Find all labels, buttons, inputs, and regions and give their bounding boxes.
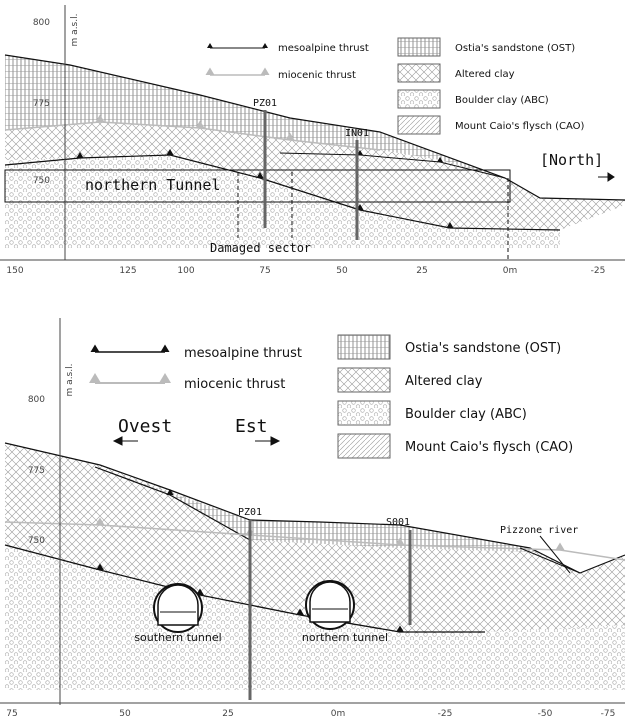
legend-swatch xyxy=(338,434,390,458)
river-label: Pizzone river xyxy=(500,525,578,536)
legend-swatch xyxy=(338,401,390,425)
x-label: 25 xyxy=(222,709,233,719)
x-label: 50 xyxy=(119,709,131,719)
tunnel-label: southern tunnel xyxy=(134,631,221,644)
y-label: 750 xyxy=(33,176,50,186)
legend-swatch xyxy=(398,116,440,134)
y-label: 750 xyxy=(28,536,45,546)
x-label: 125 xyxy=(119,266,136,276)
legend-text: miocenic thrust xyxy=(184,377,285,392)
x-label: -75 xyxy=(601,709,616,719)
damaged-label: Damaged sector xyxy=(210,241,311,255)
x-label: 100 xyxy=(177,266,194,276)
x-label: 50 xyxy=(336,266,348,276)
x-label: 0m xyxy=(331,709,346,719)
legend-text: Ostia's sandstone (OST) xyxy=(405,341,561,356)
x-label: 0m xyxy=(503,266,518,276)
x-label: 75 xyxy=(259,266,270,276)
tunnel-label: northern tunnel xyxy=(302,631,388,644)
legend-text: Altered clay xyxy=(405,374,483,389)
northern-tunnel xyxy=(306,581,354,629)
legend-text: Mount Caio's flysch (CAO) xyxy=(455,121,585,132)
x-label: -50 xyxy=(538,709,553,719)
legend-text: miocenic thrust xyxy=(278,70,356,81)
x-label: 75 xyxy=(6,709,17,719)
y-label: 800 xyxy=(33,18,50,28)
tunnel-label: northern Tunnel xyxy=(85,176,220,194)
y-label: 775 xyxy=(28,466,45,476)
cross-sections: 800 775 750 m a.s.l. 150 125 100 75 50 2… xyxy=(0,0,625,719)
top-panel: 800 775 750 m a.s.l. 150 125 100 75 50 2… xyxy=(0,5,625,276)
y-label: 775 xyxy=(33,99,50,109)
x-label: -25 xyxy=(591,266,606,276)
direction-label: Est xyxy=(235,416,268,437)
legend-text: Mount Caio's flysch (CAO) xyxy=(405,440,573,455)
x-label: 150 xyxy=(6,266,23,276)
legend-text: Boulder clay (ABC) xyxy=(405,407,527,422)
direction-label: [North] xyxy=(540,151,603,169)
legend-text: mesoalpine thrust xyxy=(278,43,369,54)
borehole-label: PZ01 xyxy=(253,98,277,109)
y-label: 800 xyxy=(28,395,45,405)
legend-swatch xyxy=(338,335,390,359)
legend-swatch xyxy=(398,90,440,108)
borehole-label: IN01 xyxy=(345,128,369,139)
x-label: -25 xyxy=(438,709,453,719)
legend-text: mesoalpine thrust xyxy=(184,346,302,361)
bottom-panel: 800 775 750 m a.s.l. 75 50 25 0m -25 -50… xyxy=(0,318,625,719)
direction-label: Ovest xyxy=(118,416,172,437)
legend-text: Boulder clay (ABC) xyxy=(455,95,549,106)
legend-text: Ostia's sandstone (OST) xyxy=(455,43,575,54)
legend-text: Altered clay xyxy=(455,69,515,80)
legend-swatch xyxy=(338,368,390,392)
borehole-label: S001 xyxy=(386,517,410,528)
arrow xyxy=(114,437,138,445)
borehole-label: PZ01 xyxy=(238,507,262,518)
arrow xyxy=(598,173,614,181)
y-unit: m a.s.l. xyxy=(70,14,80,47)
legend-swatch xyxy=(398,38,440,56)
legend-swatch xyxy=(398,64,440,82)
y-unit: m a.s.l. xyxy=(65,364,75,397)
southern-tunnel xyxy=(154,584,202,632)
arrow xyxy=(255,437,279,445)
x-label: 25 xyxy=(416,266,427,276)
